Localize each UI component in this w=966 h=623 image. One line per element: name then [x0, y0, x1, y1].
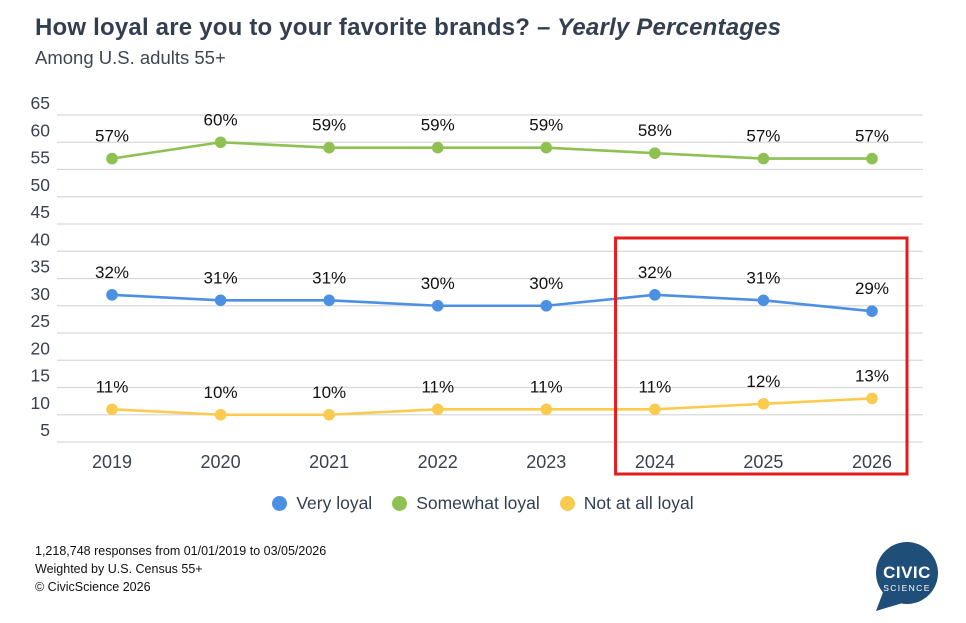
data-point-label: 32% [95, 263, 129, 282]
y-axis-tick-label: 10 [31, 393, 51, 413]
data-point [540, 141, 553, 154]
data-point [649, 289, 661, 301]
y-axis-tick-label: 60 [31, 120, 51, 140]
series-line [110, 397, 874, 417]
title-main: How loyal are you to your favorite brand… [35, 14, 531, 41]
legend-label: Somewhat loyal [416, 493, 540, 513]
chart-header: How loyal are you to your favorite brand… [35, 14, 945, 69]
y-axis-tick-label: 25 [31, 311, 50, 331]
data-point [214, 136, 227, 149]
data-point [106, 289, 118, 301]
legend-dot-icon [272, 496, 288, 511]
data-point [866, 305, 878, 318]
y-axis-tick-label: 65 [31, 93, 50, 113]
highlight-box [614, 236, 909, 476]
x-axis-tick-label: 2020 [201, 452, 241, 472]
data-point-label: 32% [638, 263, 672, 282]
data-point [757, 294, 770, 307]
data-point [866, 392, 878, 405]
data-point [649, 403, 661, 416]
data-point [106, 403, 118, 416]
x-axis-tick-label: 2026 [852, 452, 892, 472]
logo-bubble-tail [876, 587, 906, 611]
y-axis-tick-label: 50 [31, 175, 51, 195]
legend-dot-icon [392, 496, 408, 511]
data-point [757, 152, 770, 165]
data-point-label: 59% [421, 116, 455, 135]
logo-text-top: CIVIC [883, 563, 931, 582]
data-point-label: 11% [421, 377, 454, 396]
data-point-label: 10% [312, 383, 346, 402]
data-point [431, 403, 444, 416]
data-point [214, 294, 227, 307]
y-axis-tick-label: 55 [31, 148, 50, 168]
x-axis-tick-label: 2019 [92, 452, 132, 472]
logo-text-bottom: SCIENCE [883, 583, 931, 593]
data-point-label: 59% [529, 116, 563, 135]
data-point-label: 31% [204, 268, 238, 287]
legend: Very loyal Somewhat loyal Not at all loyal [0, 493, 966, 514]
civicscience-logo: CIVIC SCIENCE [876, 542, 938, 611]
data-point-label: 60% [204, 110, 238, 129]
page-title: How loyal are you to your favorite brand… [35, 14, 945, 42]
legend-item: Not at all loyal [559, 493, 694, 514]
y-axis-tick-label: 30 [31, 284, 51, 304]
y-axis-tick-label: 5 [40, 420, 50, 440]
data-point-label: 11% [530, 377, 563, 396]
data-point [323, 294, 335, 307]
data-point-label: 31% [746, 268, 780, 287]
data-point-label: 13% [855, 366, 889, 385]
data-point [431, 141, 444, 154]
series-line [110, 293, 874, 313]
logo-bubble [876, 542, 938, 604]
x-axis-tick-label: 2022 [418, 452, 458, 472]
data-point-label: 11% [638, 377, 671, 396]
chart-footnote: 1,218,748 responses from 01/01/2019 to 0… [35, 542, 326, 596]
data-point [757, 398, 770, 410]
data-point-label: 30% [421, 274, 455, 293]
footnote-copyright: © CivicScience 2026 [35, 580, 151, 594]
legend-label: Not at all loyal [583, 493, 694, 513]
data-point-label: 59% [312, 116, 346, 135]
data-point [540, 299, 553, 312]
data-point [540, 403, 553, 416]
data-point-label: 10% [204, 383, 238, 402]
data-point [323, 408, 335, 421]
data-point-label: 31% [312, 268, 346, 287]
data-point [106, 152, 118, 165]
x-axis-tick-label: 2025 [743, 452, 783, 472]
legend-item: Very loyal [272, 493, 372, 514]
data-point-label: 58% [638, 121, 672, 140]
series-line [110, 140, 874, 160]
y-axis-tick-label: 45 [31, 202, 50, 222]
data-point-label: 11% [96, 377, 129, 396]
chart-subtitle: Among U.S. adults 55+ [35, 47, 226, 68]
data-point [866, 152, 878, 165]
data-point [649, 147, 661, 159]
y-axis-tick-label: 20 [31, 338, 51, 358]
footnote-responses: 1,218,748 responses from 01/01/2019 to 0… [35, 544, 327, 558]
y-axis-tick-label: 35 [31, 257, 50, 277]
x-axis-tick-label: 2023 [526, 452, 566, 472]
data-point-label: 30% [529, 274, 563, 293]
legend-dot-icon [559, 496, 575, 511]
x-axis-tick-label: 2021 [309, 452, 349, 472]
data-point [323, 141, 335, 154]
legend-item: Somewhat loyal [392, 493, 540, 514]
data-point-label: 57% [746, 127, 780, 146]
data-point-label: 29% [855, 279, 889, 298]
x-axis-tick-label: 2024 [635, 452, 675, 472]
chart-svg: 65 60 55 50 45 40 35 30 25 20 15 10 5 2019 2020 2021 202… [31, 93, 923, 476]
data-point [431, 299, 444, 312]
data-point [214, 408, 227, 421]
data-point-label: 57% [855, 127, 889, 146]
title-emphasis: – Yearly Percentages [537, 14, 782, 41]
data-point-label: 12% [746, 372, 780, 391]
footnote-weighting: Weighted by U.S. Census 55+ [35, 562, 203, 576]
y-axis-tick-label: 40 [31, 229, 51, 249]
data-point-label: 57% [95, 127, 129, 146]
legend-label: Very loyal [296, 493, 373, 513]
y-axis-tick-label: 15 [31, 366, 50, 386]
